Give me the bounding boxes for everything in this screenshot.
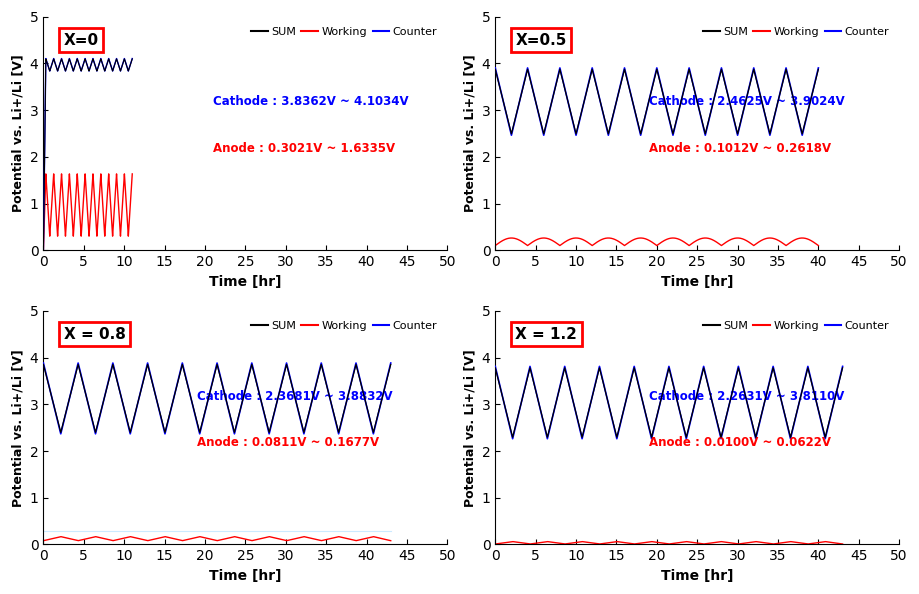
Text: X=0.5: X=0.5 <box>516 33 567 48</box>
Text: Cathode : 2.3681V ~ 3.8832V: Cathode : 2.3681V ~ 3.8832V <box>197 390 392 403</box>
Text: Anode : 0.3021V ~ 1.6335V: Anode : 0.3021V ~ 1.6335V <box>213 142 395 155</box>
Text: Anode : 0.0100V ~ 0.0622V: Anode : 0.0100V ~ 0.0622V <box>649 437 831 449</box>
Text: X = 0.8: X = 0.8 <box>63 327 126 342</box>
Y-axis label: Potential vs. Li+/Li [V]: Potential vs. Li+/Li [V] <box>463 349 476 507</box>
Legend: SUM, Working, Counter: SUM, Working, Counter <box>698 22 893 41</box>
Legend: SUM, Working, Counter: SUM, Working, Counter <box>698 317 893 335</box>
Text: Anode : 0.1012V ~ 0.2618V: Anode : 0.1012V ~ 0.2618V <box>649 142 831 155</box>
Legend: SUM, Working, Counter: SUM, Working, Counter <box>246 22 442 41</box>
X-axis label: Time [hr]: Time [hr] <box>661 274 733 289</box>
Text: Cathode : 3.8362V ~ 4.1034V: Cathode : 3.8362V ~ 4.1034V <box>213 96 409 108</box>
X-axis label: Time [hr]: Time [hr] <box>210 274 281 289</box>
X-axis label: Time [hr]: Time [hr] <box>210 569 281 583</box>
Text: Cathode : 2.4625V ~ 3.9024V: Cathode : 2.4625V ~ 3.9024V <box>649 96 845 108</box>
Y-axis label: Potential vs. Li+/Li [V]: Potential vs. Li+/Li [V] <box>463 55 476 212</box>
Y-axis label: Potential vs. Li+/Li [V]: Potential vs. Li+/Li [V] <box>11 349 24 507</box>
X-axis label: Time [hr]: Time [hr] <box>661 569 733 583</box>
Legend: SUM, Working, Counter: SUM, Working, Counter <box>246 317 442 335</box>
Text: X=0: X=0 <box>63 33 98 48</box>
Text: Cathode : 2.2631V ~ 3.8110V: Cathode : 2.2631V ~ 3.8110V <box>649 390 845 403</box>
Text: X = 1.2: X = 1.2 <box>516 327 577 342</box>
Y-axis label: Potential vs. Li+/Li [V]: Potential vs. Li+/Li [V] <box>11 55 24 212</box>
Text: Anode : 0.0811V ~ 0.1677V: Anode : 0.0811V ~ 0.1677V <box>197 437 379 449</box>
